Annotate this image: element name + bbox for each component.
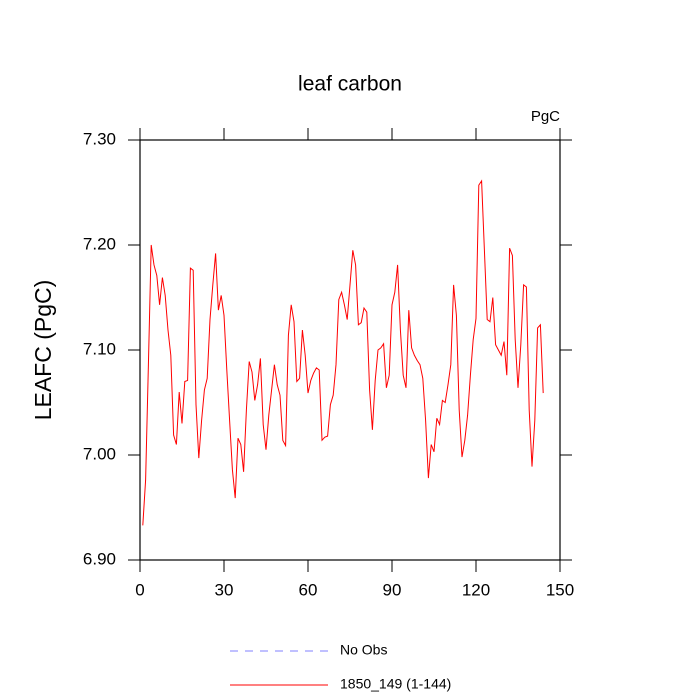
x-tick-label: 150 — [546, 580, 574, 599]
x-tick-label: 60 — [299, 580, 318, 599]
data-line — [142, 179, 544, 526]
y-tick-label: 7.00 — [83, 444, 116, 463]
x-tick-label: 30 — [215, 580, 234, 599]
y-tick-label: 7.30 — [83, 129, 116, 148]
x-tick-label: 90 — [383, 580, 402, 599]
y-tick-label: 7.20 — [83, 234, 116, 253]
chart-title: leaf carbon — [298, 73, 402, 96]
plot-frame — [139, 139, 561, 561]
y-tick-label: 7.10 — [83, 339, 116, 358]
y-axis-label: LEAFC (PgC) — [30, 280, 56, 421]
x-tick-label: 120 — [462, 580, 490, 599]
x-tick-label: 0 — [135, 580, 144, 599]
y-tick-label: 6.90 — [83, 549, 116, 568]
units-label: PgC — [531, 108, 560, 125]
legend-label: No Obs — [340, 642, 387, 658]
legend-label: 1850_149 (1-144) — [340, 676, 451, 692]
